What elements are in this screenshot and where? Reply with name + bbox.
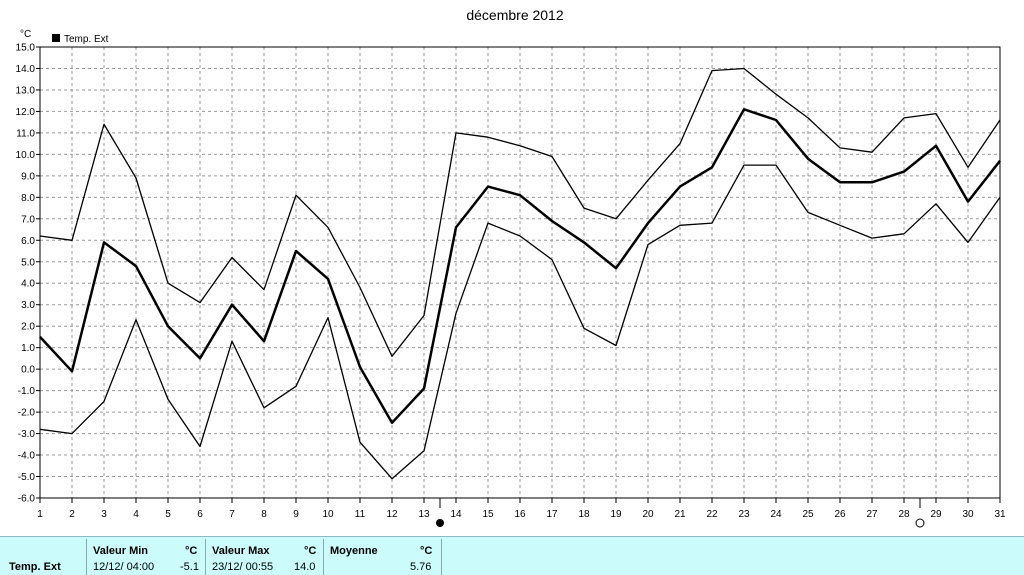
x-tick-label: 31 xyxy=(994,509,1006,520)
x-tick-label: 7 xyxy=(229,509,235,520)
grid xyxy=(39,46,1001,499)
separator xyxy=(86,539,87,575)
separator xyxy=(441,539,442,575)
min-unit: °C xyxy=(185,545,198,557)
min-value: -5.1 xyxy=(180,561,199,573)
chart-title: décembre 2012 xyxy=(466,7,564,23)
series-line-max xyxy=(39,67,1001,357)
x-tick-label: 8 xyxy=(261,509,267,520)
avg-unit: °C xyxy=(420,545,433,557)
x-tick-label: 10 xyxy=(322,509,334,520)
x-tick-label: 27 xyxy=(866,509,878,520)
separator xyxy=(323,539,324,575)
x-tick-label: 15 xyxy=(482,509,494,520)
open-circle-marker xyxy=(915,518,925,528)
legend-swatch xyxy=(52,34,60,42)
x-axis: 1 2 3 4 5 6 7 8 9 10 11 12 13 14 15 16 17 18 19 20 21 22 23 24 2… xyxy=(37,498,1006,520)
summary-panel: Temp. Ext Valeur Min °C 12/12/ 04:00 -5.… xyxy=(0,536,1024,575)
series-line-mean xyxy=(39,108,1001,425)
filled-circle-marker xyxy=(436,519,444,527)
x-tick-label: 17 xyxy=(546,509,558,520)
row-label: Temp. Ext xyxy=(9,561,61,573)
y-tick-label: 11.0 xyxy=(16,128,35,139)
x-tick-label: 1 xyxy=(37,509,43,520)
x-tick-label: 18 xyxy=(578,509,590,520)
y-tick-label: 14.0 xyxy=(16,64,36,75)
x-tick-label: 12 xyxy=(386,509,398,520)
x-tick-label: 5 xyxy=(165,509,171,520)
min-when: 12/12/ 04:00 xyxy=(93,561,155,573)
y-tick-label: -3.0 xyxy=(18,429,36,440)
separator xyxy=(205,539,206,575)
x-tick-label: 20 xyxy=(642,509,654,520)
max-header: Valeur Max xyxy=(212,545,270,557)
plot-frame xyxy=(39,46,1001,499)
min-header: Valeur Min xyxy=(93,545,149,557)
y-tick-label: -6.0 xyxy=(18,494,36,505)
series-line-min xyxy=(39,164,1001,480)
max-value: 14.0 xyxy=(294,561,316,573)
x-tick-label: 19 xyxy=(610,509,622,520)
x-tick-label: 21 xyxy=(674,509,686,520)
y-tick-label: 6.0 xyxy=(21,236,35,247)
y-tick-label: -5.0 xyxy=(18,472,36,483)
x-tick-label: 4 xyxy=(133,509,139,520)
y-tick-label: 15.0 xyxy=(16,43,36,54)
y-tick-label: 12.0 xyxy=(16,107,36,118)
x-tick-label: 14 xyxy=(450,509,462,520)
y-tick-label: 8.0 xyxy=(21,193,35,204)
y-tick-label: 2.0 xyxy=(21,322,35,333)
series-lines xyxy=(39,67,1001,480)
y-tick-label: -4.0 xyxy=(18,451,36,462)
x-tick-label: 13 xyxy=(418,509,430,520)
y-tick-label: 0.0 xyxy=(21,365,35,376)
x-tick-label: 25 xyxy=(802,509,814,520)
y-tick-label: 5.0 xyxy=(21,257,35,268)
x-tick-label: 29 xyxy=(930,509,942,520)
x-tick-label: 9 xyxy=(293,509,299,520)
x-tick-label: 24 xyxy=(770,509,782,520)
legend-label: Temp. Ext xyxy=(64,34,109,45)
y-axis: 15.0 14.0 13.0 12.0 11.0 10.0 9.0 8.0 7.0 6.0 5.0 4… xyxy=(16,43,40,505)
y-tick-label: 9.0 xyxy=(21,171,35,182)
y-tick-label: 1.0 xyxy=(21,343,35,354)
x-tick-label: 23 xyxy=(738,509,750,520)
max-unit: °C xyxy=(304,545,317,557)
max-when: 23/12/ 00:55 xyxy=(212,561,274,573)
y-tick-label: 7.0 xyxy=(21,214,35,225)
x-tick-label: 3 xyxy=(101,509,107,520)
x-tick-label: 2 xyxy=(69,509,75,520)
x-tick-label: 16 xyxy=(514,509,526,520)
y-tick-label: -2.0 xyxy=(18,408,36,419)
x-tick-label: 11 xyxy=(355,509,366,520)
y-tick-label: -1.0 xyxy=(18,386,36,397)
y-unit-label: °C xyxy=(20,29,31,40)
x-tick-label: 28 xyxy=(898,509,910,520)
y-tick-label: 10.0 xyxy=(16,150,36,161)
x-tick-label: 22 xyxy=(706,509,718,520)
avg-header: Moyenne xyxy=(330,545,378,557)
y-tick-label: 4.0 xyxy=(21,279,35,290)
y-tick-label: 3.0 xyxy=(21,300,35,311)
y-tick-label: 13.0 xyxy=(16,85,36,96)
x-tick-label: 6 xyxy=(197,509,203,520)
x-tick-label: 26 xyxy=(834,509,846,520)
avg-value: 5.76 xyxy=(410,561,432,573)
temperature-chart: décembre 2012 °C Temp. Ext 15.014.013.01… xyxy=(16,7,1006,528)
x-tick-label: 30 xyxy=(962,509,974,520)
markers xyxy=(436,498,925,528)
